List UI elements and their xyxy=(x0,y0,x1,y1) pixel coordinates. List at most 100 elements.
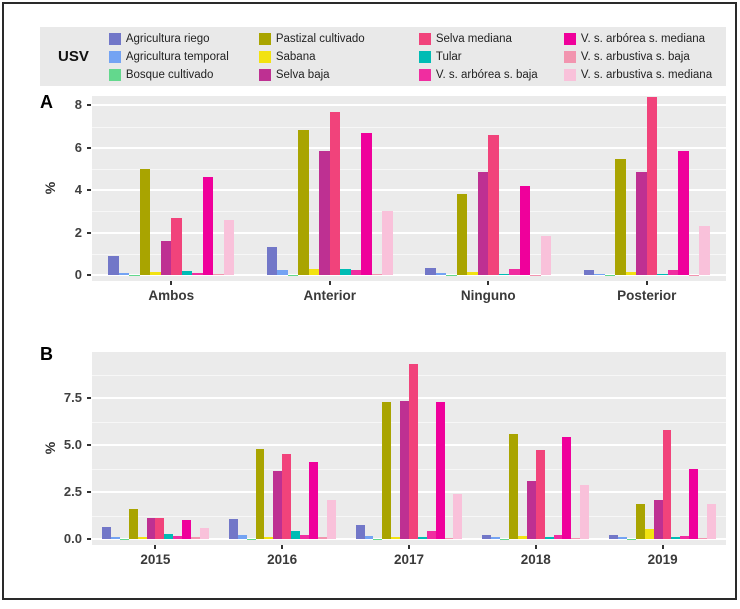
bar-selva-mediana xyxy=(155,518,165,539)
bars-row xyxy=(219,448,346,539)
legend-item-label: V. s. arbustiva s. mediana xyxy=(580,68,713,81)
bar-v-s-arbustiva-s-mediana xyxy=(199,527,209,539)
legend-item-label: Pastizal cultivado xyxy=(275,32,365,45)
x-tick-label-ninguno: Ninguno xyxy=(460,288,516,303)
bar-v-s-arb-rea-s-baja xyxy=(192,272,203,275)
legend-swatch-icon xyxy=(418,32,431,45)
legend-item-v-s-arb-rea-s-baja: V. s. arbórea s. baja xyxy=(418,66,564,84)
legend-swatch-icon xyxy=(258,68,271,81)
legend-swatch-icon xyxy=(563,50,576,63)
bar-v-s-arb-rea-s-mediana xyxy=(202,177,214,275)
y-tick-label: 6 xyxy=(74,139,82,155)
legend-item-v-s-arb-rea-s-mediana: V. s. arbórea s. mediana xyxy=(563,30,739,48)
bar-agricultura-temporal xyxy=(594,273,605,275)
legend-item-label: Bosque cultivado xyxy=(125,68,214,81)
legend-item-agricultura-riego: Agricultura riego xyxy=(108,30,259,48)
bar-tular xyxy=(181,270,193,275)
bar-v-s-arbustiva-s-baja xyxy=(444,538,454,539)
bar-v-s-arb-rea-s-baja xyxy=(667,269,679,275)
bar-tular xyxy=(671,537,681,539)
bar-group-2018 xyxy=(472,352,599,545)
y-tick-label: 4 xyxy=(74,182,82,198)
bar-sabana xyxy=(264,537,274,539)
bar-v-s-arbustiva-s-baja xyxy=(371,273,383,275)
y-tick-mark xyxy=(87,146,91,149)
bar-agricultura-riego xyxy=(108,255,119,275)
x-tick-label-ambos: Ambos xyxy=(148,288,195,303)
legend-item-label: V. s. arbórea s. mediana xyxy=(580,32,706,45)
bar-selva-mediana xyxy=(171,217,182,275)
legend-item-tular: Tular xyxy=(418,48,564,66)
bar-tular xyxy=(498,273,510,275)
bar-v-s-arbustiva-s-mediana xyxy=(580,485,590,539)
bar-selva-mediana xyxy=(408,364,418,539)
bar-agricultura-temporal xyxy=(118,272,130,275)
gridline-major xyxy=(92,146,726,149)
x-tick-label-2016: 2016 xyxy=(267,552,298,567)
y-tick-label: 7.5 xyxy=(63,390,82,405)
bar-tular xyxy=(340,268,351,275)
bar-agricultura-riego xyxy=(482,535,492,539)
x-tick-label-anterior: Anterior xyxy=(303,288,356,303)
legend-item-label: Agricultura riego xyxy=(125,32,210,45)
gridline-minor xyxy=(92,126,726,128)
bars-row xyxy=(568,96,727,275)
bar-v-s-arb-rea-s-mediana xyxy=(519,185,531,275)
y-tick-mark xyxy=(87,444,91,446)
bar-v-s-arbustiva-s-mediana xyxy=(326,499,336,539)
legend-column: Selva mediana Tular V. s. arbórea s. baja xyxy=(418,30,564,84)
bar-sabana xyxy=(625,271,637,275)
bar-selva-baja xyxy=(400,400,409,539)
bar-v-s-arb-rea-s-mediana xyxy=(689,469,699,539)
bar-v-s-arb-rea-s-baja xyxy=(299,535,309,539)
bar-tular xyxy=(291,531,300,539)
bar-v-s-arb-rea-s-baja xyxy=(509,268,520,275)
bar-selva-baja xyxy=(477,172,489,275)
y-tick-label: 5.0 xyxy=(63,437,82,452)
legend-item-v-s-arbustiva-s-baja: V. s. arbustiva s. baja xyxy=(563,48,739,66)
bar-tular xyxy=(544,537,554,539)
legend-item-label: Tular xyxy=(435,50,462,63)
x-tick-mark xyxy=(408,545,410,549)
bar-pastizal-cultivado xyxy=(456,194,468,275)
x-tick-mark xyxy=(170,281,173,285)
y-tick-mark xyxy=(87,491,91,493)
gridline-major xyxy=(92,104,726,107)
bar-tular xyxy=(164,534,174,539)
bar-agricultura-temporal xyxy=(435,272,447,275)
bar-group-2019 xyxy=(599,352,726,545)
bar-sabana xyxy=(137,537,147,539)
x-tick-mark xyxy=(645,281,648,285)
bar-pastizal-cultivado xyxy=(615,159,626,275)
legend-swatch-icon xyxy=(418,50,431,63)
bar-pastizal-cultivado xyxy=(298,129,309,275)
legend-item-agricultura-temporal: Agricultura temporal xyxy=(108,48,259,66)
bar-selva-baja xyxy=(653,500,663,539)
x-tick-mark xyxy=(534,545,537,549)
bar-selva-mediana xyxy=(535,449,545,539)
bars-row xyxy=(599,429,726,539)
legend-item-pastizal-cultivado: Pastizal cultivado xyxy=(258,30,419,48)
legend-item-selva-baja: Selva baja xyxy=(258,66,419,84)
legend-item-sabana: Sabana xyxy=(258,48,419,66)
bars-row xyxy=(472,433,599,539)
gridline-minor xyxy=(92,211,726,213)
x-tick-mark xyxy=(328,281,331,285)
bar-sabana xyxy=(518,536,527,539)
legend-swatch-icon xyxy=(258,50,271,63)
bar-v-s-arbustiva-s-baja xyxy=(571,538,581,539)
legend-swatch-icon xyxy=(563,68,576,81)
gridline-minor xyxy=(92,253,726,255)
bars-row xyxy=(92,508,219,539)
x-tick-mark xyxy=(281,545,284,549)
panel-a-plot-area xyxy=(92,96,726,281)
y-tick-label: 0.0 xyxy=(63,531,82,546)
bar-agricultura-riego xyxy=(102,526,111,539)
bar-selva-mediana xyxy=(488,135,499,275)
bar-sabana xyxy=(308,268,320,275)
bar-agricultura-temporal xyxy=(491,537,501,539)
bar-group-anterior xyxy=(251,96,410,281)
panel-b-label: B xyxy=(40,344,53,364)
legend-item-v-s-arbustiva-s-mediana: V. s. arbustiva s. mediana xyxy=(563,66,739,84)
bar-pastizal-cultivado xyxy=(139,169,151,275)
